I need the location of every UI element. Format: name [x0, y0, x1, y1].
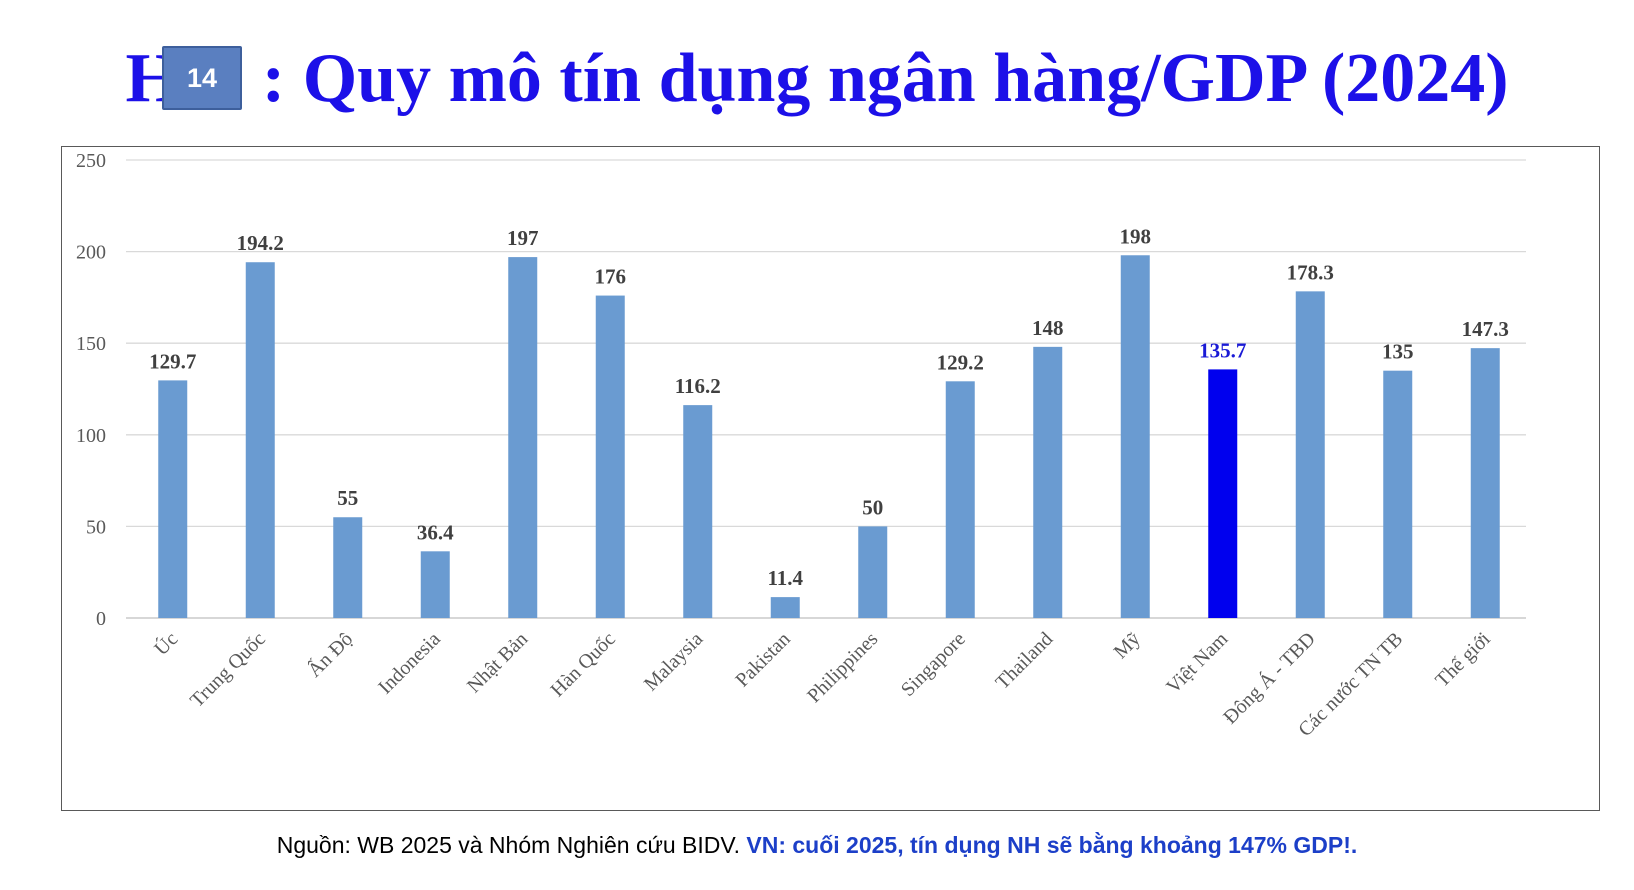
data-label: 135.7 — [1199, 338, 1246, 362]
bar — [595, 295, 625, 618]
source-line: Nguồn: WB 2025 và Nhóm Nghiên cứu BIDV. … — [0, 832, 1634, 859]
bar — [858, 526, 888, 618]
x-tick-label: Thế giới — [1431, 628, 1495, 692]
bar — [245, 262, 275, 618]
bar — [1295, 291, 1325, 618]
x-tick-label: Úc — [149, 626, 183, 660]
slide-title: H: Quy mô tín dụng ngân hàng/GDP (2024) — [0, 34, 1634, 124]
slide-number-badge: 14 — [162, 46, 242, 110]
y-tick-label: 50 — [86, 516, 106, 538]
data-label: 116.2 — [675, 374, 721, 398]
y-tick-label: 150 — [76, 333, 106, 355]
source-note: VN: cuối 2025, tín dụng NH sẽ bằng khoản… — [746, 832, 1358, 858]
x-tick-label: Trung Quốc — [186, 628, 270, 712]
bar — [508, 257, 538, 618]
bar — [683, 405, 713, 618]
x-tick-label: Nhật Bản — [463, 628, 532, 697]
bar — [945, 381, 975, 618]
data-label: 198 — [1120, 224, 1152, 248]
data-label: 135 — [1382, 340, 1414, 364]
bar — [1470, 348, 1500, 618]
bar — [1208, 369, 1238, 618]
data-label: 129.7 — [149, 349, 196, 373]
bar — [770, 597, 800, 618]
bar — [420, 551, 450, 618]
y-tick-label: 200 — [76, 242, 106, 264]
data-label: 148 — [1032, 316, 1064, 340]
bar-chart: 0 50 100 150 200 250 129.7 Úc 194.2 Trung Quốc 55 Ấ… — [76, 150, 1526, 741]
x-tick-label: Ấn Độ — [302, 627, 357, 682]
data-label: 176 — [595, 265, 627, 289]
x-tick-label: Đông Á - TBD — [1219, 627, 1320, 728]
x-tick-label: Pakistan — [731, 628, 794, 691]
x-tick-label: Thailand — [991, 628, 1057, 694]
data-label: 147.3 — [1462, 317, 1509, 341]
data-label: 36.4 — [417, 520, 454, 544]
bar — [1033, 346, 1063, 618]
x-tick-label: Indonesia — [374, 628, 445, 699]
data-label: 50 — [862, 495, 883, 519]
chart-frame — [61, 146, 1600, 811]
bar — [1383, 370, 1413, 618]
x-tick-label: Singapore — [897, 628, 970, 701]
data-label: 129.2 — [937, 350, 984, 374]
title-text: : Quy mô tín dụng ngân hàng/GDP (2024) — [261, 40, 1509, 117]
x-tick-label: Malaysia — [640, 628, 707, 695]
bar — [158, 380, 188, 618]
bar — [333, 517, 363, 618]
data-label: 194.2 — [237, 231, 284, 255]
bar — [1120, 255, 1150, 618]
y-tick-label: 0 — [96, 608, 106, 630]
x-tick-label: Philippines — [803, 628, 882, 707]
x-tick-label: Hàn Quốc — [547, 628, 620, 701]
y-tick-label: 100 — [76, 425, 106, 447]
data-label: 178.3 — [1287, 260, 1334, 284]
data-label: 197 — [507, 226, 539, 250]
y-tick-label: 250 — [76, 150, 106, 172]
x-tick-label: Việt Nam — [1162, 628, 1232, 698]
data-label: 11.4 — [767, 566, 803, 590]
data-label: 55 — [337, 486, 358, 510]
x-tick-label: Mỹ — [1110, 628, 1145, 663]
source-text: Nguồn: WB 2025 và Nhóm Nghiên cứu BIDV. — [276, 832, 740, 858]
